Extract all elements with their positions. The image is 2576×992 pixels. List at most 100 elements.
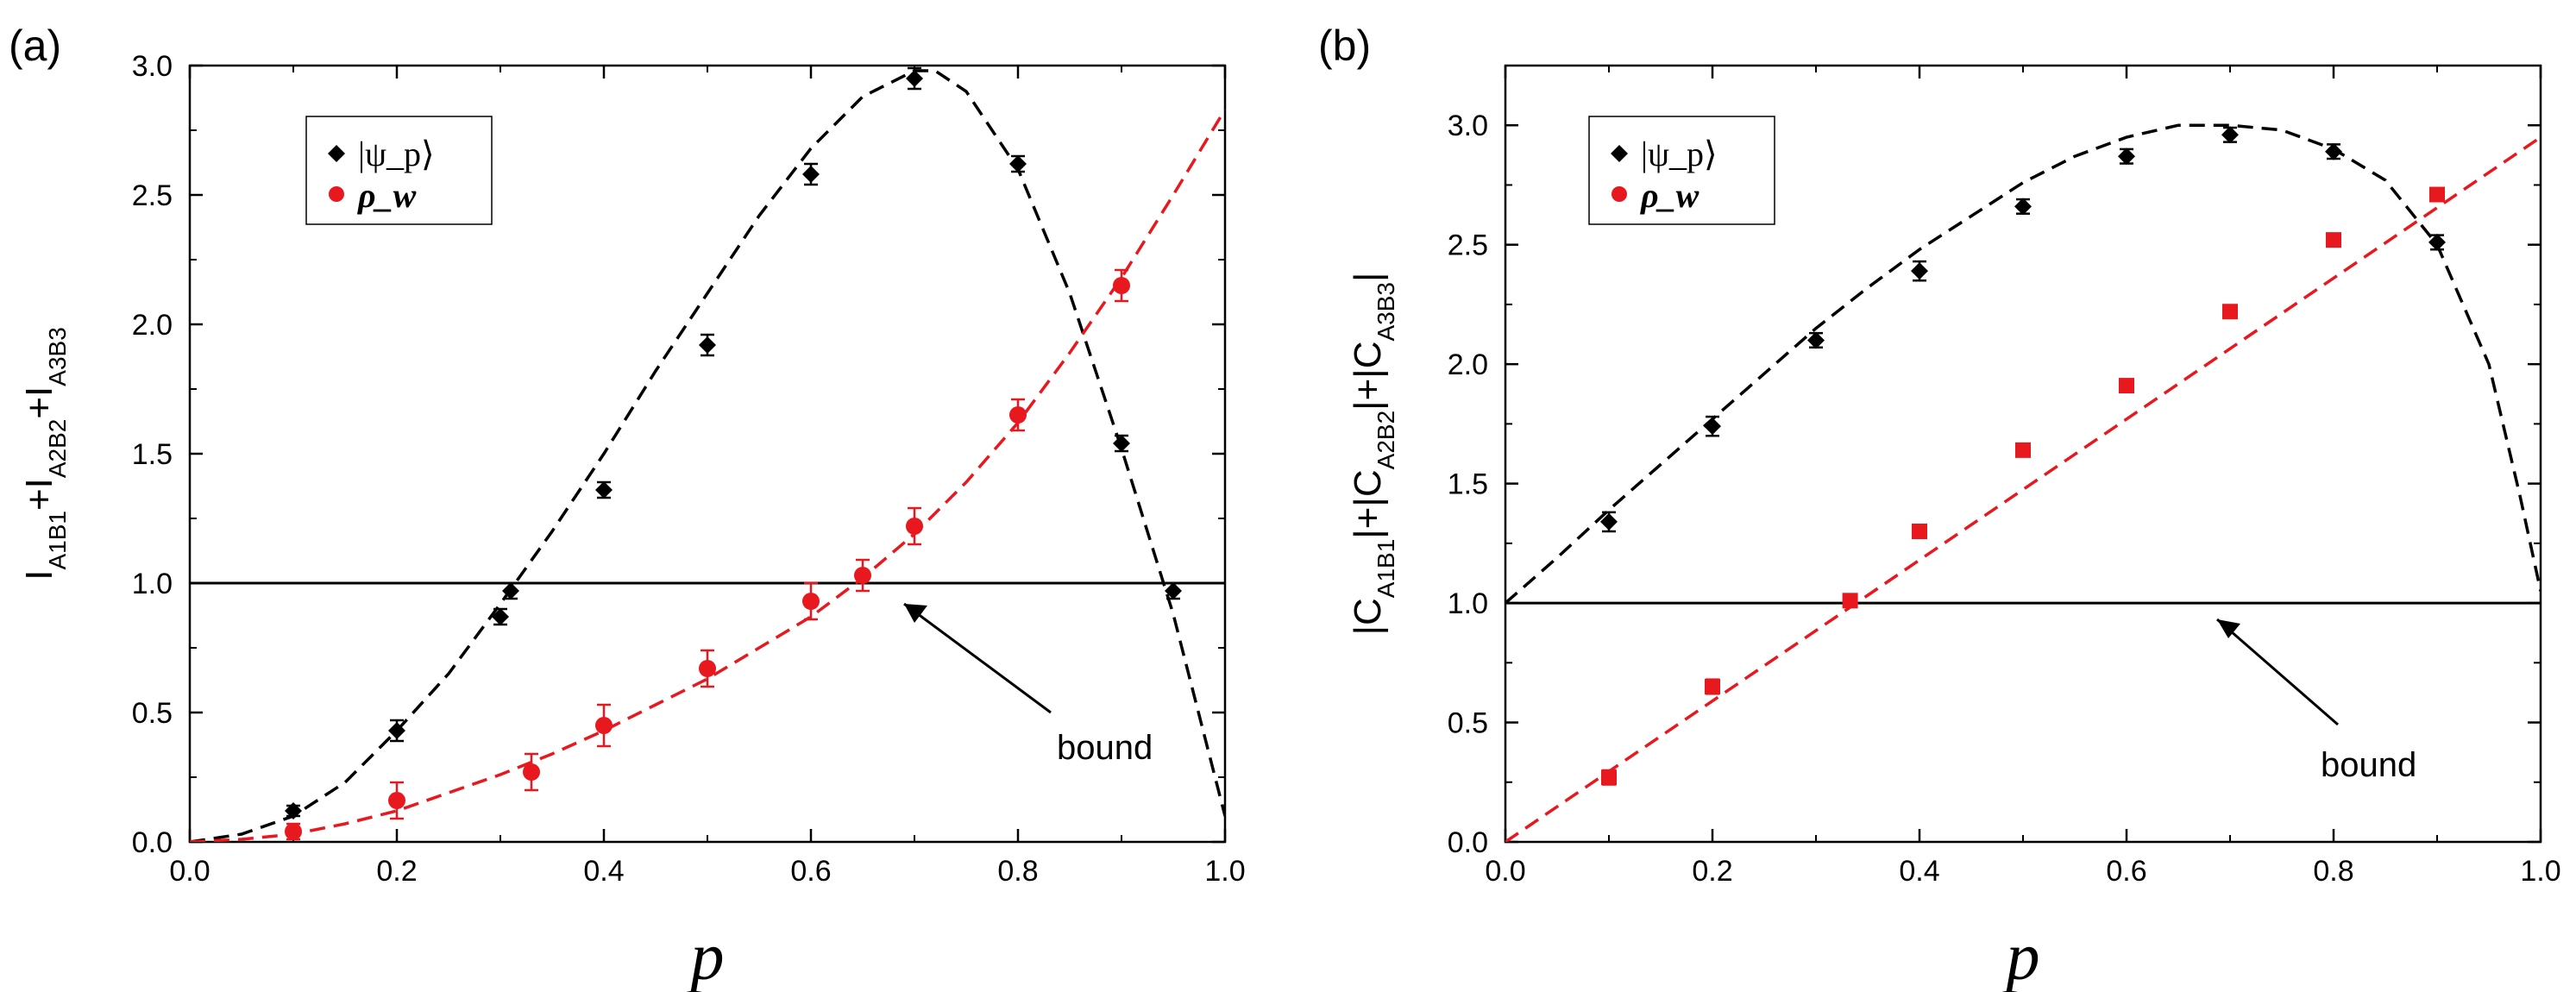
data-point-circle: [802, 593, 820, 610]
legend-marker-diamond-b: [1611, 145, 1628, 162]
bound-arrow-head-a: [904, 604, 927, 623]
x-tick-label: 0.4: [583, 855, 624, 888]
x-axis-label-b: p: [2002, 919, 2040, 992]
x-tick-label: 0.0: [1485, 855, 1525, 888]
x-tick-label: 0.6: [790, 855, 831, 888]
data-point-diamond: [699, 336, 716, 354]
y-tick-label: 1.0: [1448, 587, 1488, 620]
ticks-b: 0.0 0.2 0.4 0.6 0.8 1.0 0.0 0.5 1.0 1.5 2.0 2.5 3.0: [1448, 66, 2561, 888]
data-point-diamond: [1165, 582, 1182, 600]
data-point-square: [1842, 593, 1858, 609]
legend-box-b: [1588, 116, 1775, 225]
data-point-square: [1912, 524, 1927, 539]
y-tick-label: 0.5: [1448, 707, 1488, 740]
data-point-diamond: [1600, 512, 1618, 531]
data-point-square: [2326, 232, 2341, 248]
legend-box-a: [305, 116, 493, 225]
bound-label-b: bound: [2321, 746, 2416, 784]
data-point-diamond: [1704, 418, 1721, 436]
data-point-diamond: [1009, 155, 1027, 173]
y-tick-label: 1.5: [1448, 468, 1488, 501]
data-point-diamond: [2428, 233, 2446, 251]
data-point-diamond: [802, 166, 820, 183]
y-tick-label: 1.5: [132, 438, 173, 471]
data-point-circle: [285, 823, 302, 840]
x-tick-label: 1.0: [1204, 855, 1245, 888]
x-tick-label: 1.0: [2520, 855, 2560, 888]
data-point-diamond: [502, 582, 519, 600]
y-tick-label: 0.5: [132, 697, 173, 730]
y-tick-label: 3.0: [132, 50, 173, 83]
data-point-circle: [523, 763, 540, 781]
x-tick-label: 0.8: [997, 855, 1038, 888]
legend-label-psi-a: |ψ_p⟩: [358, 135, 435, 173]
y-tick-label: 2.0: [1448, 348, 1488, 381]
x-tick-label: 0.0: [169, 855, 210, 888]
panel-label-b: (b): [1318, 22, 1371, 70]
legend-label-psi-b: |ψ_p⟩: [1641, 135, 1718, 173]
y-tick-label: 0.0: [1448, 826, 1488, 859]
legend-marker-circle-b: [1612, 186, 1627, 202]
bound-arrow-line-a: [903, 602, 1052, 714]
data-point-square: [2119, 378, 2134, 394]
data-point-diamond: [388, 722, 405, 739]
panel-label-a: (a): [9, 22, 61, 70]
x-tick-label: 0.6: [2106, 855, 2146, 888]
data-point-circle: [854, 567, 871, 584]
legend-marker-circle-a: [329, 186, 344, 202]
theory-curve-psi-b: [1505, 123, 2541, 605]
data-point-diamond: [2118, 148, 2135, 166]
data-point-circle: [388, 792, 405, 809]
data-point-diamond: [1113, 435, 1130, 452]
theory-curve-rho-b: [1505, 135, 2541, 842]
ticks-a: 0.0 0.2 0.4 0.6 0.8 1.0 0.0 0.5 1.0 1.5 2.0 2.5 3.0: [132, 50, 1246, 888]
bound-arrow-line-b: [2216, 618, 2339, 726]
legend-marker-diamond-a: [328, 145, 345, 162]
x-tick-label: 0.8: [2313, 855, 2353, 888]
legend-label-rho-b: ρ_w: [1640, 176, 1700, 215]
data-point-diamond: [2221, 126, 2239, 144]
x-axis-label-a: p: [687, 919, 725, 992]
data-point-circle: [1113, 277, 1130, 294]
y-tick-label: 2.5: [1448, 229, 1488, 262]
data-point-diamond: [1807, 331, 1825, 349]
data-point-square: [2015, 442, 2031, 458]
data-point-diamond: [2014, 198, 2032, 216]
data-point-square: [2429, 186, 2445, 203]
data-point-square: [2222, 304, 2238, 320]
data-point-diamond: [595, 481, 613, 499]
data-point-circle: [1009, 406, 1027, 424]
points-a: [285, 66, 1182, 841]
legend-label-rho-a: ρ_w: [357, 176, 417, 215]
data-point-square: [1601, 769, 1617, 786]
data-point-circle: [595, 717, 613, 734]
bound-label-a: bound: [1057, 729, 1153, 767]
data-point-square: [1705, 679, 1720, 694]
data-point-diamond: [2325, 142, 2342, 160]
theory-curve-rho-a: [190, 109, 1225, 842]
y-tick-label: 2.5: [132, 179, 173, 212]
legend-a: |ψ_p⟩ ρ_w: [305, 116, 493, 225]
data-point-diamond: [906, 70, 923, 87]
y-tick-label: 3.0: [1448, 110, 1488, 142]
y-axis-label-b: |CA1B1|+|CA2B2|+|CA3B3|: [1347, 273, 1399, 636]
x-tick-label: 0.2: [376, 855, 417, 888]
y-tick-label: 2.0: [132, 309, 173, 342]
y-tick-label: 0.0: [132, 826, 173, 859]
theory-curve-psi-a: [190, 69, 1225, 842]
data-point-diamond: [1911, 262, 1928, 280]
panel-b: (b) 0.0 0.2 0.4 0.6 0.8 1.0 0.0 0.5 1.0 1.5 2.0 2.5…: [1318, 22, 2561, 992]
x-tick-label: 0.2: [1692, 855, 1732, 888]
panel-a: (a) 0.0 0.2 0.4 0.6 0.8 1.0 0.0 0.5 1.0 1.5 2.0 2.5…: [9, 22, 1246, 992]
y-tick-label: 1.0: [132, 568, 173, 600]
data-point-diamond: [492, 608, 509, 625]
legend-b: |ψ_p⟩ ρ_w: [1588, 116, 1775, 225]
data-point-circle: [699, 660, 716, 677]
data-point-circle: [906, 518, 923, 535]
bound-arrow-head-b: [2217, 619, 2240, 638]
x-tick-label: 0.4: [1899, 855, 1939, 888]
y-axis-label-a: IA1B1+IA2B2+IA3B3: [18, 327, 71, 581]
data-point-diamond: [285, 802, 302, 819]
points-b: [1600, 126, 2446, 786]
